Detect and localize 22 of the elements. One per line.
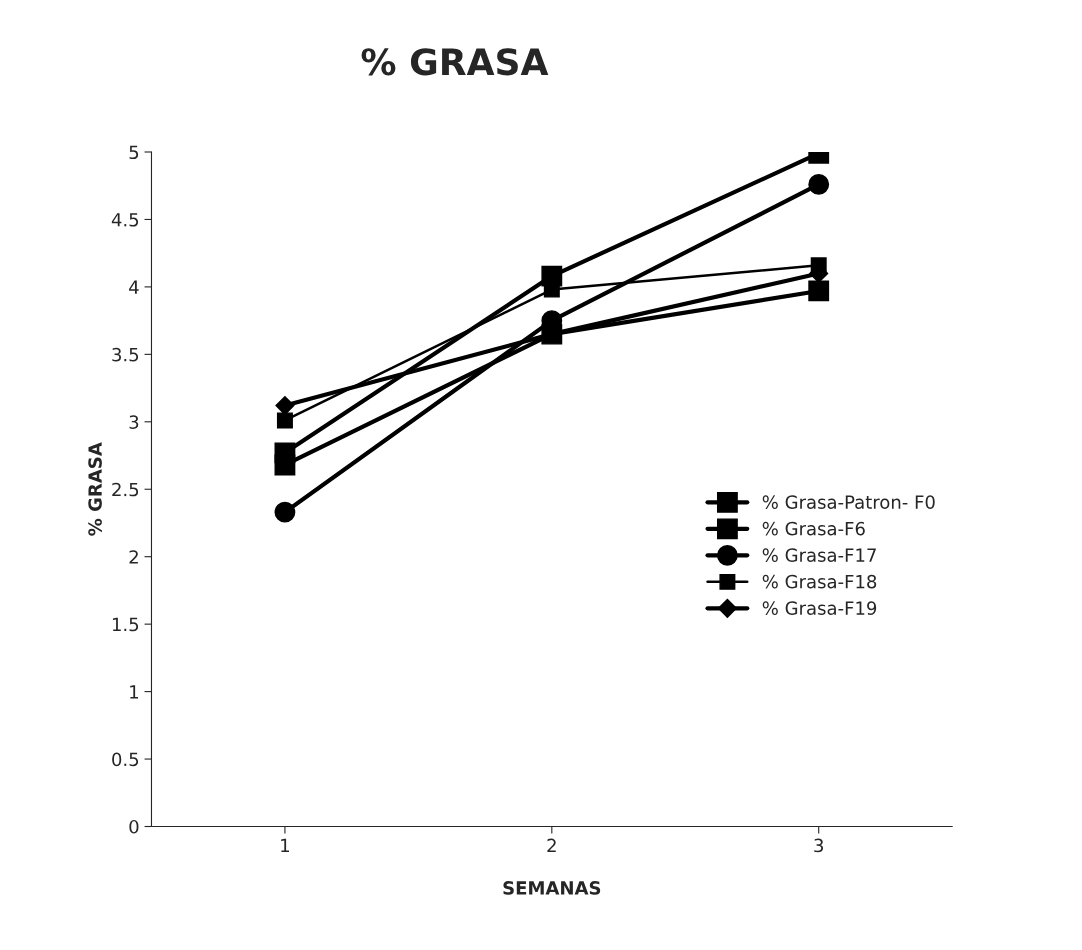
x-tick-label: 2: [547, 838, 556, 853]
legend-label: % Grasa-F18: [762, 574, 877, 589]
y-tick-label: 3.5: [112, 347, 139, 362]
y-tick-label: 4: [129, 280, 139, 294]
y-tick-label: 1: [130, 685, 139, 699]
y-tick-label: 4.5: [111, 213, 139, 227]
x-tick-label: 3: [814, 838, 824, 853]
legend-label: % Grasa-F17: [762, 548, 876, 562]
y-tick-label: 0: [129, 819, 139, 834]
y-tick-label: 3: [129, 415, 139, 429]
y-tick-label: 1.5: [112, 617, 139, 632]
legend-label: % Grasa-F6: [762, 521, 865, 536]
x-tick-label: 1: [281, 838, 289, 853]
y-tick-label: 2: [129, 550, 138, 564]
x-axis-title: SEMANAS: [503, 881, 601, 895]
y-tick-label: 0.5: [112, 752, 139, 767]
y-axis-title: % GRASA: [88, 442, 102, 536]
legend-label: % Grasa-Patron- F0: [762, 495, 935, 509]
chart-title: % GRASA: [361, 48, 549, 76]
y-tick-label: 2.5: [112, 482, 139, 497]
legend-label: % Grasa-F19: [762, 601, 877, 615]
y-tick-label: 5: [129, 145, 139, 160]
